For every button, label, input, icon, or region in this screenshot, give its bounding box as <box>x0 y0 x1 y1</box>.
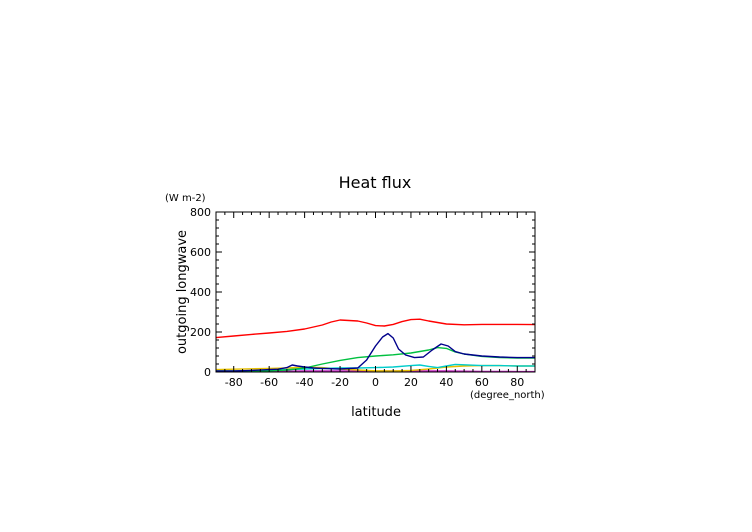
x-axis-label: latitude <box>351 405 401 420</box>
series-line-0 <box>215 318 536 339</box>
series-line-1 <box>216 332 535 372</box>
y-units-label: (W m-2) <box>165 193 206 204</box>
chart-title: Heat flux <box>339 173 412 192</box>
y-tick-label-2: 400 <box>190 286 211 299</box>
x-tick-label-7: 60 <box>475 376 489 389</box>
x-tick-label-4: 0 <box>372 376 379 389</box>
series-layer <box>215 318 536 373</box>
y-tick-label-3: 600 <box>190 246 211 259</box>
x-tick-label-1: -60 <box>260 376 278 389</box>
x-tick-label-2: -40 <box>296 376 314 389</box>
y-tick-label-1: 200 <box>190 326 211 339</box>
x-tick-label-8: 80 <box>510 376 524 389</box>
y-tick-label-4: 800 <box>190 206 211 219</box>
x-tick-label-5: 20 <box>404 376 418 389</box>
x-units-label: (degree_north) <box>470 390 545 401</box>
x-tick-label-0: -80 <box>225 376 243 389</box>
y-axis-label: outgoing longwave <box>175 230 190 354</box>
x-tick-label-6: 40 <box>439 376 453 389</box>
plot-frame <box>215 211 536 373</box>
y-tick-label-0: 0 <box>204 366 211 379</box>
x-tick-label-3: -20 <box>331 376 349 389</box>
